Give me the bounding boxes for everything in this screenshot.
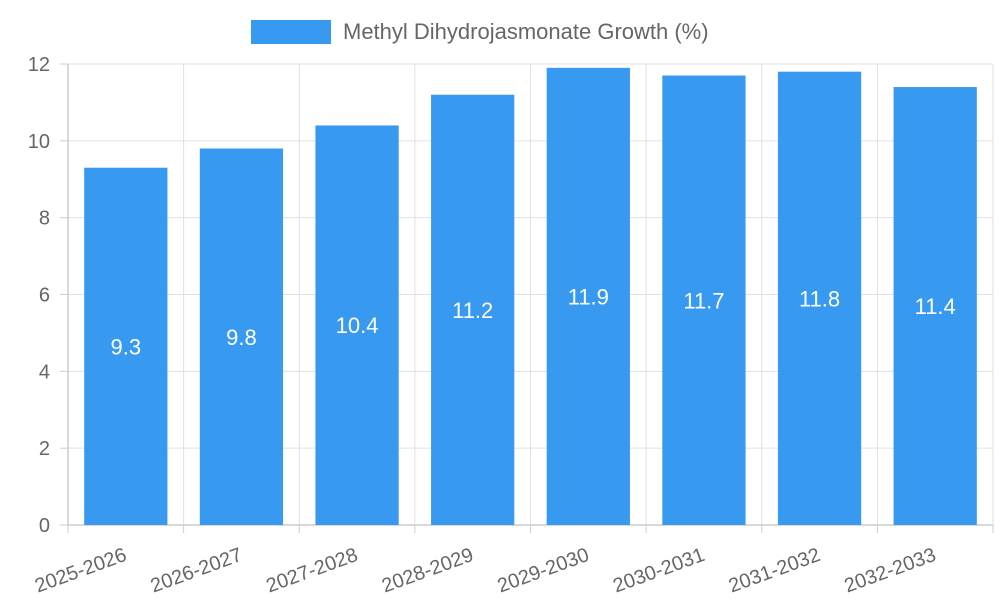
x-axis-ticks: 2025-2026 2026-2027 2027-2028 2028-2029 2029…	[32, 525, 994, 597]
bar-value-label: 9.3	[111, 334, 142, 359]
bar-value-label: 10.4	[336, 313, 379, 338]
bar-2026-2027[interactable]	[199, 148, 284, 525]
x-tick-label: 2026-2027	[148, 544, 245, 597]
y-tick-label: 12	[28, 54, 50, 76]
bar-value-label: 11.7	[683, 288, 724, 313]
x-tick-label: 2029-2030	[495, 544, 592, 597]
legend[interactable]: Methyl Dihydrojasmonate Growth (%)	[251, 19, 709, 44]
bar-2030-2031[interactable]	[662, 75, 746, 526]
x-tick-label: 2032-2033	[841, 544, 938, 597]
bars	[84, 67, 977, 526]
legend-label: Methyl Dihydrojasmonate Growth (%)	[343, 19, 709, 44]
x-tick-label: 2028-2029	[379, 544, 476, 597]
bar-value-label: 11.8	[799, 286, 840, 311]
y-tick-label: 10	[28, 131, 50, 153]
bar-value-label: 11.9	[568, 284, 609, 309]
y-tick-label: 2	[39, 438, 50, 460]
y-tick-label: 6	[39, 285, 50, 307]
y-axis-ticks: 0 2 4 6 8 10 12	[28, 54, 68, 537]
bar-2025-2026[interactable]	[84, 167, 168, 525]
x-tick-label: 2030-2031	[610, 544, 707, 597]
y-tick-label: 4	[39, 361, 50, 383]
bar-labels: 9.3 9.8 10.4 11.2 11.9 11.7 11.8 11.4	[111, 284, 956, 359]
x-tick-label: 2031-2032	[726, 544, 823, 597]
bar-2029-2030[interactable]	[546, 67, 630, 525]
bar-value-label: 11.4	[915, 294, 956, 319]
legend-swatch	[251, 20, 331, 44]
bar-2032-2033[interactable]	[893, 87, 977, 526]
y-tick-label: 0	[39, 515, 50, 537]
bar-2028-2029[interactable]	[431, 94, 515, 525]
bar-2027-2028[interactable]	[315, 125, 399, 525]
x-tick-label: 2025-2026	[32, 544, 129, 597]
y-tick-label: 8	[39, 208, 50, 230]
bar-value-label: 11.2	[452, 298, 493, 323]
x-tick-label: 2027-2028	[263, 544, 360, 597]
bar-value-label: 9.8	[226, 325, 257, 350]
bar-2031-2032[interactable]	[777, 71, 862, 525]
